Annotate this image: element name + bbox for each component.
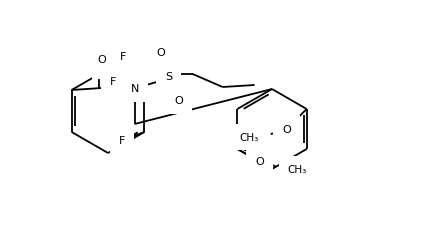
Text: O: O <box>97 55 106 65</box>
Text: O: O <box>156 48 165 58</box>
Text: CH₃: CH₃ <box>240 132 259 142</box>
Text: N: N <box>131 84 139 94</box>
Text: F: F <box>120 52 126 62</box>
Text: O: O <box>174 95 183 106</box>
Text: S: S <box>165 72 172 82</box>
Text: F: F <box>101 61 108 71</box>
Text: O: O <box>282 124 291 134</box>
Text: F: F <box>119 135 126 145</box>
Text: CH₃: CH₃ <box>287 164 307 174</box>
Text: O: O <box>255 156 264 166</box>
Text: F: F <box>110 77 117 87</box>
